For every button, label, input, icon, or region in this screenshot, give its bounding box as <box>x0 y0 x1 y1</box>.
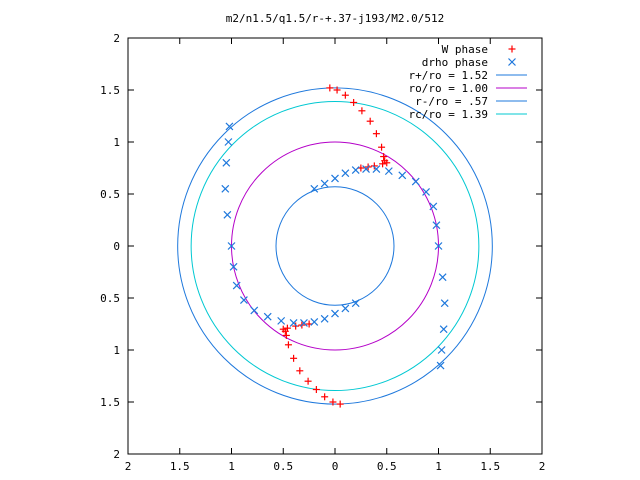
y-tick-label: 2 <box>113 32 120 45</box>
circle-0 <box>177 87 493 405</box>
point-s1-3 <box>221 184 230 193</box>
point-s1-24 <box>434 242 443 250</box>
point-s0-2 <box>341 91 349 99</box>
point-s0-5 <box>366 117 374 125</box>
point-s1-25 <box>432 221 441 230</box>
point-s0-8 <box>380 153 388 161</box>
legend-swatch <box>508 58 516 66</box>
data-points <box>221 84 449 408</box>
point-s0-21 <box>290 354 298 362</box>
reference-circles <box>177 87 493 405</box>
y-tick-label: 1 <box>113 136 120 149</box>
point-s0-16 <box>329 398 337 406</box>
point-s0-0 <box>326 84 334 92</box>
point-s0-7 <box>378 143 386 151</box>
point-s0-11 <box>379 160 387 168</box>
circle-2 <box>275 186 395 306</box>
point-s0-17 <box>321 393 329 401</box>
point-s1-11 <box>277 316 286 325</box>
point-s0-15 <box>336 400 344 408</box>
point-s1-22 <box>440 299 449 308</box>
point-s1-5 <box>227 242 236 250</box>
point-s1-0 <box>225 122 234 131</box>
point-s1-4 <box>223 210 232 219</box>
legend-swatch <box>508 45 516 53</box>
point-s1-14 <box>310 317 319 326</box>
legend-label: drho phase <box>422 56 488 69</box>
y-tick-label: 0 <box>113 240 120 253</box>
x-tick-label: 1.5 <box>170 460 190 473</box>
point-s1-37 <box>310 184 319 193</box>
point-s1-26 <box>429 202 438 211</box>
x-tick-label: 0.5 <box>377 460 397 473</box>
x-tick-label: 0 <box>332 460 339 473</box>
legend-label: r-/ro = .57 <box>415 95 488 108</box>
point-s1-10 <box>263 312 272 321</box>
y-tick-label: 1.5 <box>100 84 120 97</box>
point-s1-9 <box>250 306 259 315</box>
chart-title: m2/n1.5/q1.5/r-+.37-j193/M2.0/512 <box>226 12 445 25</box>
point-s1-20 <box>437 346 446 354</box>
point-s1-28 <box>411 177 420 186</box>
point-s0-25 <box>279 325 287 333</box>
point-s0-27 <box>292 322 300 330</box>
point-s1-31 <box>372 165 381 173</box>
point-s1-6 <box>229 262 238 271</box>
point-s0-1 <box>333 86 341 94</box>
point-s1-17 <box>341 304 350 313</box>
x-tick-label: 1 <box>435 460 442 473</box>
legend-label: ro/ro = 1.00 <box>409 82 488 95</box>
point-s1-12 <box>289 319 298 327</box>
y-tick-label: 1.5 <box>100 396 120 409</box>
x-tick-label: 1.5 <box>480 460 500 473</box>
circle-1 <box>231 141 439 351</box>
point-s1-18 <box>351 299 360 308</box>
point-s1-19 <box>436 361 445 370</box>
point-s1-7 <box>232 281 241 290</box>
point-s1-16 <box>331 309 339 318</box>
point-s1-27 <box>422 187 431 196</box>
point-s1-2 <box>222 158 231 167</box>
point-s0-26 <box>283 324 291 332</box>
y-tick-label: 0.5 <box>100 292 120 305</box>
point-s0-23 <box>282 331 290 339</box>
point-s0-10 <box>383 159 391 167</box>
point-s1-29 <box>398 171 407 180</box>
y-tick-label: 0.5 <box>100 188 120 201</box>
legend-label: rc/ro = 1.39 <box>409 108 488 121</box>
point-s0-22 <box>284 341 292 349</box>
point-s1-1 <box>224 138 233 146</box>
point-s1-8 <box>239 296 248 305</box>
point-s1-21 <box>439 325 448 334</box>
x-tick-label: 2 <box>539 460 546 473</box>
point-s1-13 <box>300 319 308 327</box>
point-s0-18 <box>312 386 320 394</box>
axis-ticks: 2 1.5 1 0.5 0 0.5 1 1.5 221.510.500.511.52 <box>100 32 545 473</box>
point-s1-15 <box>320 314 329 323</box>
x-tick-label: 2 <box>125 460 132 473</box>
x-tick-label: 1 <box>228 460 235 473</box>
point-s1-34 <box>341 169 350 178</box>
point-s0-12 <box>370 162 378 170</box>
point-s0-4 <box>358 107 366 115</box>
y-tick-label: 1 <box>113 344 120 357</box>
point-s1-23 <box>438 273 447 282</box>
point-s1-30 <box>384 167 393 176</box>
point-s1-32 <box>362 165 370 173</box>
point-s0-19 <box>304 377 312 385</box>
legend-label: W phase <box>442 43 488 56</box>
point-s1-36 <box>320 179 329 188</box>
y-tick-label: 2 <box>113 448 120 461</box>
point-s1-35 <box>331 174 339 183</box>
x-tick-label: 0.5 <box>273 460 293 473</box>
point-s0-6 <box>372 130 380 138</box>
point-s0-3 <box>350 98 358 106</box>
circle-3 <box>190 100 480 392</box>
legend-label: r+/ro = 1.52 <box>409 69 488 82</box>
point-s0-20 <box>296 367 304 375</box>
point-s1-33 <box>351 166 360 175</box>
